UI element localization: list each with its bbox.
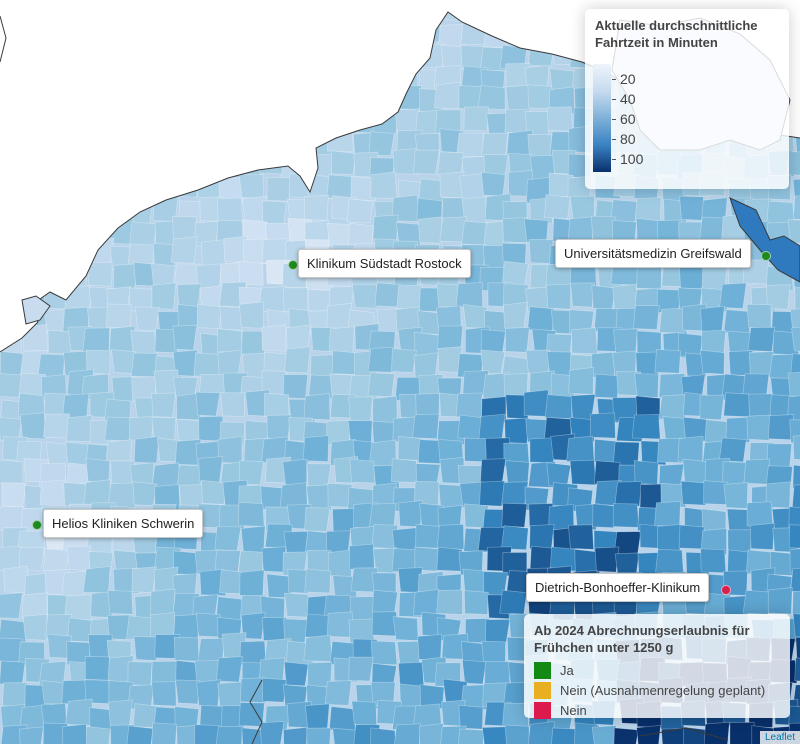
legend-tick-20: 20 — [620, 71, 636, 87]
leaflet-attribution-link[interactable]: Leaflet — [759, 731, 800, 744]
legend-billing-permission: Ab 2024 Abrechnungserlaubnis für Frühche… — [524, 614, 790, 720]
legend-travel-time-title: Aktuelle durchschnittliche Fahrtzeit in … — [595, 18, 758, 50]
legend-tick-40: 40 — [620, 91, 636, 107]
hospital-label-neubrandenburg[interactable]: Dietrich-Bonhoeffer-Klinikum — [526, 573, 710, 602]
legend-gradient-bar — [593, 64, 611, 172]
hospital-marker-rostock[interactable] — [288, 260, 298, 270]
west-coast-fragment — [0, 15, 7, 63]
hospital-marker-neubrandenburg[interactable] — [721, 585, 731, 595]
swatch-ja — [534, 662, 551, 679]
hospital-label-schwerin[interactable]: Helios Kliniken Schwerin — [43, 509, 204, 538]
swatch-nein — [534, 702, 551, 719]
island-poel — [21, 295, 51, 325]
hospital-label-greifswald[interactable]: Universitätsmedizin Greifswald — [555, 239, 751, 268]
legend-item-ja: Ja — [534, 661, 780, 680]
legend-item-nein: Nein — [534, 701, 780, 720]
hospital-marker-schwerin[interactable] — [32, 520, 42, 530]
state-border-east — [639, 727, 729, 741]
island-usedom — [729, 197, 800, 283]
hospital-label-rostock[interactable]: Klinikum Südstadt Rostock — [298, 249, 471, 278]
state-border-south — [249, 679, 263, 745]
hospital-marker-greifswald[interactable] — [761, 251, 771, 261]
legend-tick-100: 100 — [620, 151, 644, 167]
swatch-nein-ausnahme — [534, 682, 551, 699]
legend-billing-title: Ab 2024 Abrechnungserlaubnis für Frühche… — [534, 623, 750, 655]
legend-tick-80: 80 — [620, 131, 636, 147]
legend-tick-60: 60 — [620, 111, 636, 127]
legend-item-nein-ausnahme: Nein (Ausnahmenregelung geplant) — [534, 681, 780, 700]
legend-travel-time: Aktuelle durchschnittliche Fahrtzeit in … — [585, 9, 789, 189]
